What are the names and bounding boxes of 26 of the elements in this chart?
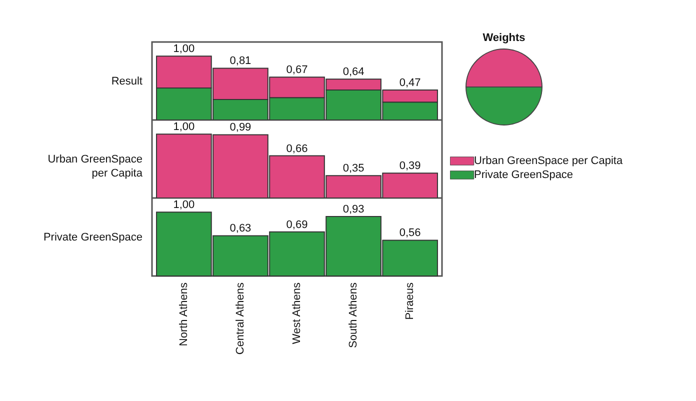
data-label: 0,66 [286, 142, 308, 155]
total-label: 0,64 [342, 66, 364, 78]
data-label: 0,39 [399, 160, 421, 172]
data-label: 0,99 [230, 122, 252, 134]
legend-label: Private GreenSpace [474, 169, 574, 181]
total-label: 0,67 [286, 64, 308, 76]
x-tick-label: South Athens [348, 282, 360, 348]
x-tick-label: West Athens [291, 282, 303, 344]
y-axis-title: Result [111, 76, 142, 88]
total-label: 0,81 [230, 55, 252, 68]
data-label: 0,69 [286, 218, 308, 231]
data-label: 1,00 [173, 121, 195, 134]
total-label: 0,47 [399, 76, 421, 89]
x-tick-label: Central Athens [234, 282, 246, 355]
data-label: 1,00 [173, 199, 195, 212]
data-label: 0,56 [399, 227, 421, 240]
chart-title: Weights [482, 32, 526, 44]
total-label: 1,00 [173, 43, 195, 56]
data-label: 0,63 [230, 222, 252, 235]
data-label: 0,93 [342, 204, 364, 216]
data-label: 0,35 [342, 162, 364, 175]
x-tick-label: North Athens [178, 282, 190, 346]
y-axis-title: Private GreenSpace [43, 232, 142, 244]
y-axis-title: Urban GreenSpace per Capita [48, 154, 144, 180]
legend-label: Urban GreenSpace per Capita [474, 155, 624, 167]
x-tick-label: Piraeus [404, 282, 416, 320]
